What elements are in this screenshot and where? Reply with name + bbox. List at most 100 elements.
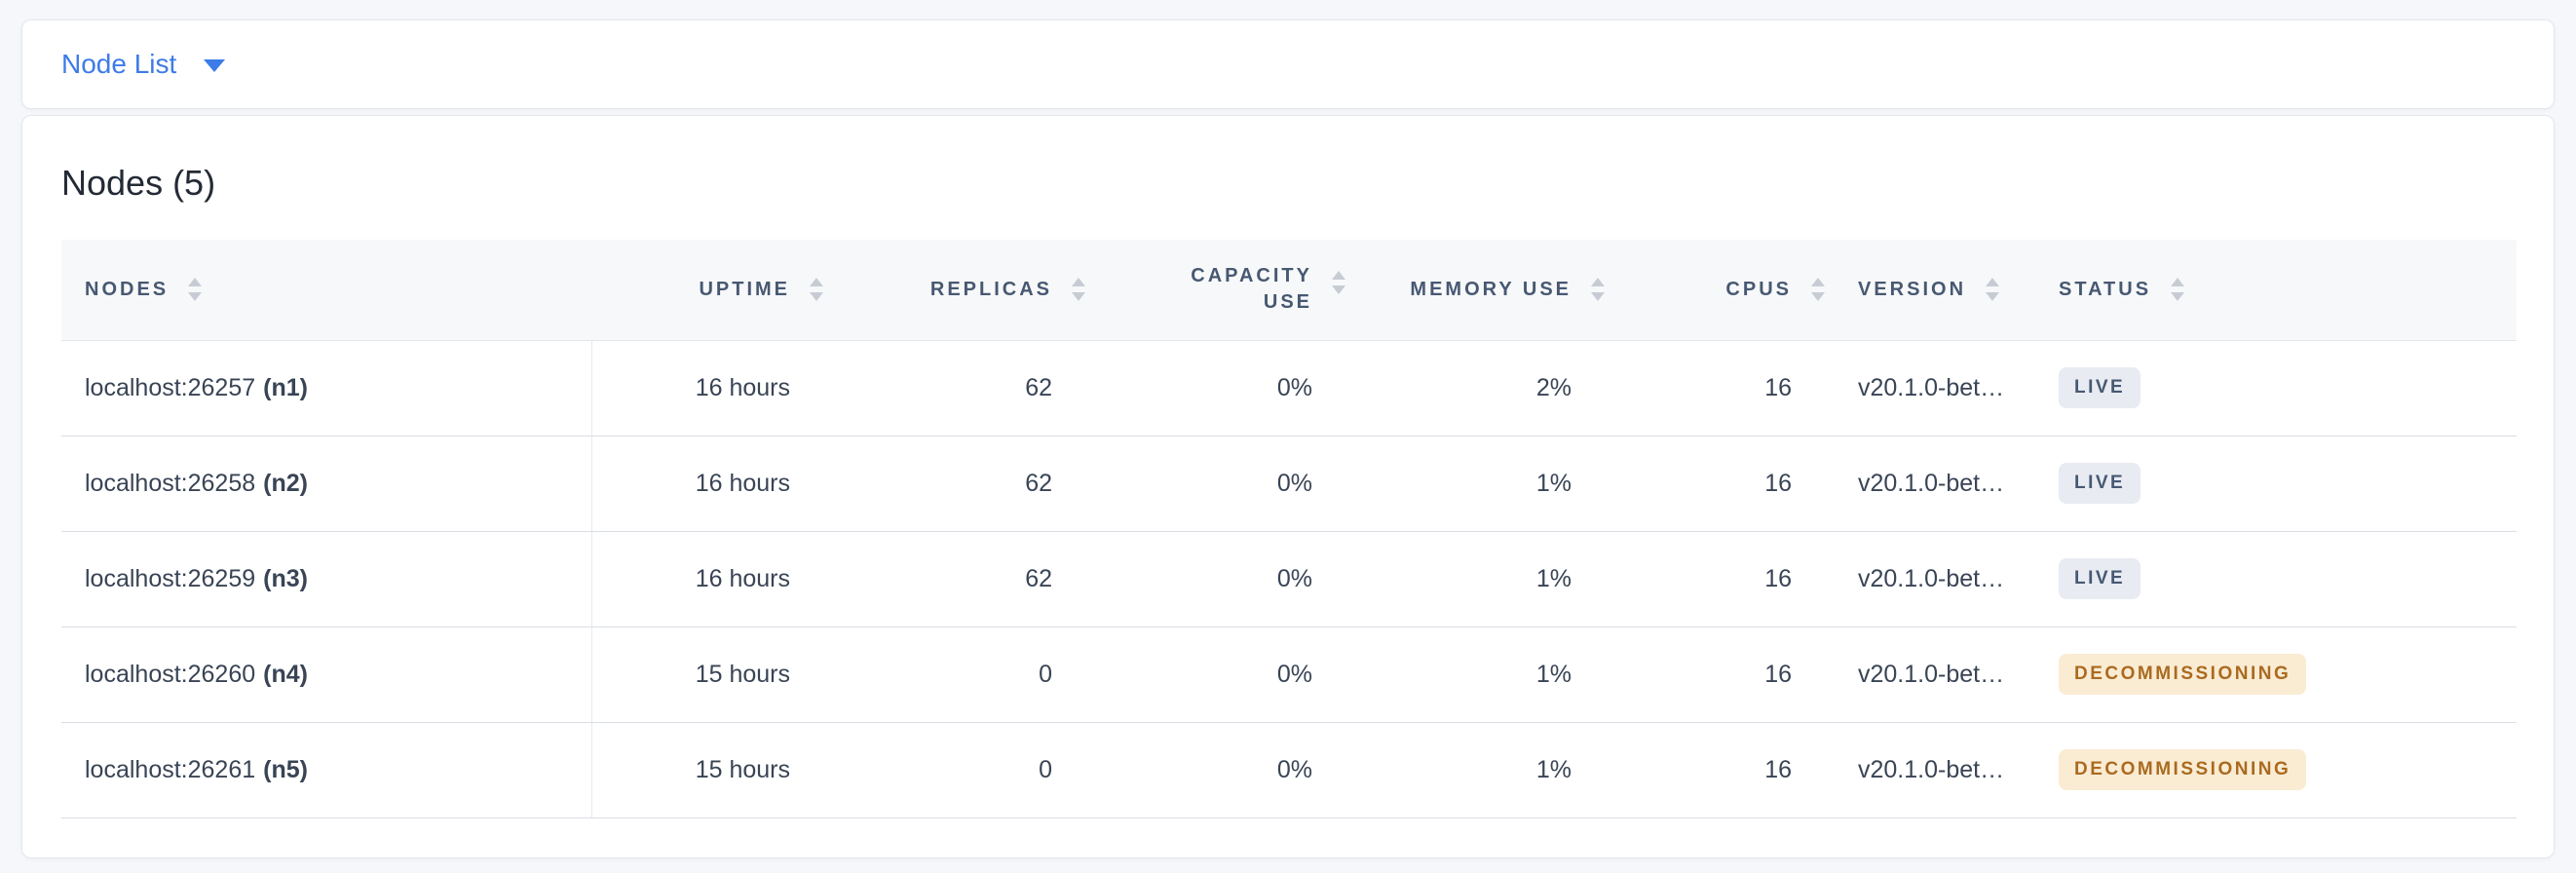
cell-value: 16 hours: [695, 469, 790, 497]
cell-value: 1%: [1535, 469, 1572, 497]
cell-value: v20.1.0-bet…: [1858, 564, 2005, 592]
cell-value: 15 hours: [695, 755, 790, 783]
nodes-table: NODES UPTIME REPLICAS CAPACITY USE MEMORY US…: [61, 240, 2517, 818]
cell-value: 16: [1764, 469, 1792, 497]
panel-title: Nodes (5): [61, 163, 216, 203]
cell-cpus: 16: [1622, 531, 1842, 627]
cell-value: 16: [1764, 373, 1792, 401]
cell-value: 62: [1025, 469, 1052, 497]
table-row: localhost:26257 (n1) 16 hours 62 0% 2% 16 v20.1…: [61, 340, 2517, 436]
cell-value: 0%: [1276, 564, 1312, 592]
sort-arrows-icon: [2169, 276, 2186, 303]
cell-cpus: 16: [1622, 722, 1842, 818]
view-mode-label: Node List: [61, 49, 177, 79]
cell-capacity_use: 0%: [1103, 722, 1363, 818]
cell-version: v20.1.0-bet…: [1842, 722, 2043, 818]
sort-arrows-icon: [1809, 276, 1827, 303]
column-header-label: CPUS: [1725, 278, 1792, 300]
cell-cpus: 16: [1622, 626, 1842, 723]
column-header-memory_use[interactable]: MEMORY USE: [1363, 240, 1622, 341]
table-row: localhost:26259 (n3) 16 hours 62 0% 1% 16 v20.1…: [61, 531, 2517, 627]
cell-value: 1%: [1535, 660, 1572, 688]
cell-memory_use: 2%: [1363, 340, 1622, 436]
cell-replicas: 62: [841, 340, 1103, 436]
cell-nodes[interactable]: localhost:26259 (n3): [61, 531, 592, 627]
status-badge: LIVE: [2059, 463, 2141, 504]
cell-version: v20.1.0-bet…: [1842, 340, 2043, 436]
sort-arrows-icon: [808, 276, 825, 303]
view-mode-dropdown[interactable]: Node List: [61, 49, 226, 80]
cell-value: v20.1.0-bet…: [1858, 373, 2005, 401]
cell-capacity_use: 0%: [1103, 436, 1363, 532]
table-row: localhost:26258 (n2) 16 hours 62 0% 1% 16 v20.1…: [61, 436, 2517, 532]
column-header-nodes[interactable]: NODES: [61, 240, 591, 341]
column-header-version[interactable]: VERSION: [1842, 240, 2043, 341]
node-address[interactable]: localhost:26261: [85, 755, 256, 783]
cell-nodes[interactable]: localhost:26260 (n4): [61, 626, 592, 723]
cell-uptime: 16 hours: [591, 436, 841, 532]
cell-status: DECOMMISSIONING: [2043, 626, 2517, 723]
column-header-label: MEMORY USE: [1410, 278, 1572, 300]
cell-nodes[interactable]: localhost:26257 (n1): [61, 340, 592, 436]
column-header-capacity_use[interactable]: CAPACITY USE: [1103, 240, 1363, 341]
cell-value: 16 hours: [695, 564, 790, 592]
cell-capacity_use: 0%: [1103, 531, 1363, 627]
cell-cpus: 16: [1622, 340, 1842, 436]
cell-status: DECOMMISSIONING: [2043, 722, 2517, 818]
cell-replicas: 0: [841, 626, 1103, 723]
node-id: (n4): [263, 660, 308, 688]
sort-arrows-icon: [1330, 269, 1347, 296]
sort-arrows-icon: [1589, 276, 1607, 303]
node-address[interactable]: localhost:26260: [85, 660, 256, 688]
cell-value: 0%: [1276, 469, 1312, 497]
node-address[interactable]: localhost:26258: [85, 469, 256, 497]
cell-replicas: 0: [841, 722, 1103, 818]
cell-value: 16 hours: [695, 373, 790, 401]
sort-arrows-icon: [186, 276, 204, 303]
cell-memory_use: 1%: [1363, 722, 1622, 818]
column-header-label: CAPACITY USE: [1191, 265, 1312, 314]
table-header-row: NODES UPTIME REPLICAS CAPACITY USE MEMORY US…: [61, 240, 2517, 341]
table-row: localhost:26260 (n4) 15 hours 0 0% 1% 16 v20.1.…: [61, 626, 2517, 723]
cell-replicas: 62: [841, 436, 1103, 532]
cell-value: 0: [1039, 755, 1052, 783]
chevron-down-icon: [204, 59, 226, 72]
cell-capacity_use: 0%: [1103, 340, 1363, 436]
page: Node List Nodes (5) NODES UPTIME REPLICAS C…: [0, 19, 2576, 858]
cell-memory_use: 1%: [1363, 436, 1622, 532]
column-header-label: VERSION: [1858, 278, 1967, 300]
column-header-label: STATUS: [2059, 278, 2152, 300]
cell-replicas: 62: [841, 531, 1103, 627]
cell-uptime: 16 hours: [591, 340, 841, 436]
cell-value: 16: [1764, 660, 1792, 688]
cell-capacity_use: 0%: [1103, 626, 1363, 723]
node-id: (n2): [263, 469, 308, 497]
status-badge: LIVE: [2059, 367, 2141, 408]
node-id: (n1): [263, 373, 308, 401]
node-address[interactable]: localhost:26257: [85, 373, 256, 401]
column-header-replicas[interactable]: REPLICAS: [841, 240, 1103, 341]
column-header-uptime[interactable]: UPTIME: [591, 240, 841, 341]
cell-value: 0%: [1276, 755, 1312, 783]
cell-version: v20.1.0-bet…: [1842, 531, 2043, 627]
view-selector-bar: Node List: [21, 19, 2555, 109]
cell-uptime: 15 hours: [591, 626, 841, 723]
cell-nodes[interactable]: localhost:26261 (n5): [61, 722, 592, 818]
cell-value: 1%: [1535, 564, 1572, 592]
table-row: localhost:26261 (n5) 15 hours 0 0% 1% 16 v20.1.…: [61, 722, 2517, 818]
column-header-cpus[interactable]: CPUS: [1622, 240, 1842, 341]
cell-value: v20.1.0-bet…: [1858, 660, 2005, 688]
sort-arrows-icon: [1984, 276, 2001, 303]
cell-value: 2%: [1535, 373, 1572, 401]
cell-nodes[interactable]: localhost:26258 (n2): [61, 436, 592, 532]
cell-value: 62: [1025, 564, 1052, 592]
node-address[interactable]: localhost:26259: [85, 564, 256, 592]
cell-memory_use: 1%: [1363, 531, 1622, 627]
cell-value: 15 hours: [695, 660, 790, 688]
column-header-status[interactable]: STATUS: [2043, 240, 2517, 341]
cell-status: LIVE: [2043, 531, 2517, 627]
cell-value: v20.1.0-bet…: [1858, 755, 2005, 783]
node-id: (n5): [263, 755, 308, 783]
cell-value: 1%: [1535, 755, 1572, 783]
nodes-panel: Nodes (5) NODES UPTIME REPLICAS CAPACITY US…: [21, 115, 2555, 858]
